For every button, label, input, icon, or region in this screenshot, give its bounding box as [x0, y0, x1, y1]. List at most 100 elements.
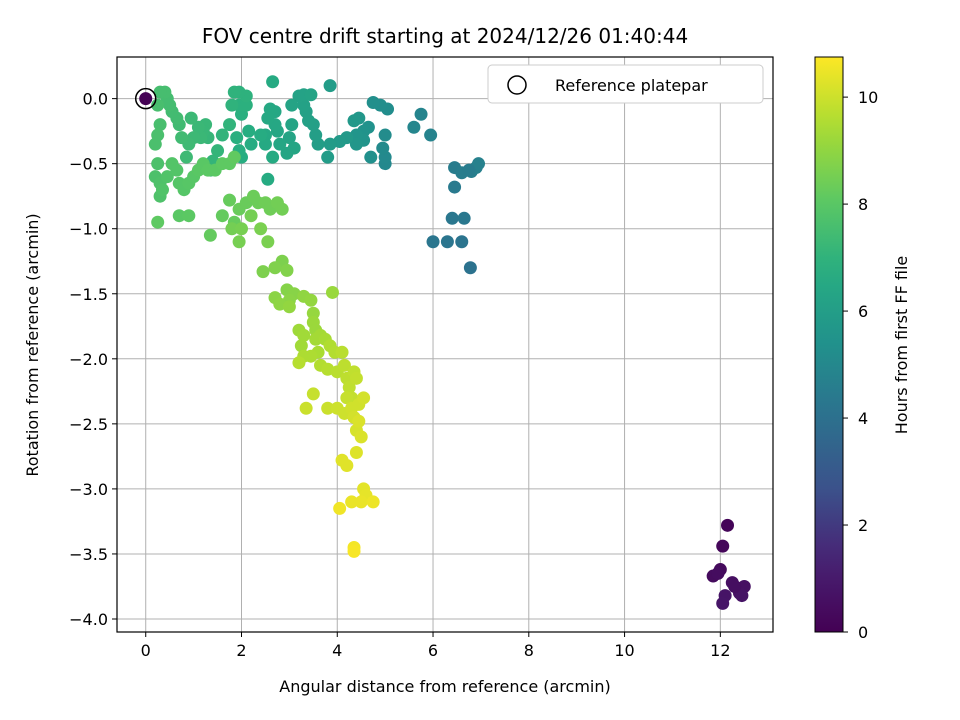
data-point — [155, 183, 169, 197]
colorbar-tick-label: 0 — [858, 623, 868, 642]
data-point — [292, 356, 306, 370]
data-point — [179, 150, 193, 164]
data-point — [215, 209, 229, 223]
x-axis-label: Angular distance from reference (arcmin) — [279, 677, 610, 696]
data-point — [244, 209, 258, 223]
data-point — [254, 222, 268, 236]
data-point — [203, 228, 217, 242]
data-point — [261, 111, 275, 125]
data-point — [244, 137, 258, 151]
x-tick-label: 10 — [614, 641, 634, 660]
x-tick-label: 8 — [524, 641, 534, 660]
data-point — [345, 495, 359, 509]
data-point — [275, 202, 289, 216]
data-point — [306, 306, 320, 320]
colorbar-tick-label: 2 — [858, 516, 868, 535]
data-point — [273, 137, 287, 151]
data-point — [352, 414, 366, 428]
data-point — [280, 263, 294, 277]
data-point — [342, 380, 356, 394]
data-point — [225, 98, 239, 112]
data-point — [148, 137, 162, 151]
data-point — [254, 128, 268, 142]
y-tick-label: −1.0 — [69, 220, 108, 239]
data-point — [242, 124, 256, 138]
data-point — [321, 401, 335, 415]
data-point — [347, 114, 361, 128]
data-point — [349, 137, 363, 151]
colorbar-tick-label: 10 — [858, 88, 878, 107]
data-point — [448, 180, 462, 194]
data-point — [227, 150, 241, 164]
data-point — [426, 235, 440, 249]
y-tick-label: −0.5 — [69, 155, 108, 174]
data-point — [239, 98, 253, 112]
data-point — [424, 128, 438, 142]
y-tick-label: −3.5 — [69, 545, 108, 564]
data-point — [304, 293, 318, 307]
data-point — [268, 261, 282, 275]
data-point — [366, 495, 380, 509]
data-point — [282, 131, 296, 145]
data-point — [366, 96, 380, 110]
data-point — [440, 235, 454, 249]
data-point — [285, 98, 299, 112]
data-point — [280, 146, 294, 160]
data-point — [182, 209, 196, 223]
data-point — [462, 163, 476, 177]
data-point — [472, 157, 486, 171]
data-point — [223, 193, 237, 207]
data-point — [225, 222, 239, 236]
colorbar — [814, 56, 844, 633]
y-tick-label: −2.0 — [69, 350, 108, 369]
data-point — [349, 445, 363, 459]
data-point — [299, 401, 313, 415]
data-point — [232, 235, 246, 249]
data-point — [340, 458, 354, 472]
data-point — [354, 430, 368, 444]
data-point — [364, 150, 378, 164]
legend-box — [487, 64, 764, 104]
data-point — [153, 118, 167, 132]
data-point — [457, 211, 471, 225]
x-tick-label: 6 — [428, 641, 438, 660]
data-point — [223, 118, 237, 132]
y-axis-ticks: −4.0 −3.5 −3.0 −2.5 −2.0 −1.5 −1.0 −0.5 0.0 — [69, 90, 117, 629]
y-tick-label: −3.0 — [69, 480, 108, 499]
data-point — [170, 163, 184, 177]
data-point — [325, 285, 339, 299]
colorbar-tick-label: 6 — [858, 302, 868, 321]
legend-marker-icon — [507, 75, 527, 95]
data-point — [333, 501, 347, 515]
y-axis-label: Rotation from reference (arcmin) — [23, 213, 42, 476]
data-point — [151, 157, 165, 171]
x-tick-label: 2 — [236, 641, 246, 660]
x-tick-label: 0 — [141, 641, 151, 660]
data-point — [347, 544, 361, 558]
data-point — [407, 120, 421, 134]
data-point — [728, 579, 742, 593]
data-point — [323, 79, 337, 93]
colorbar-label: Hours from first FF file — [892, 256, 911, 435]
colorbar-ticks: 0 2 4 6 8 10 — [843, 88, 878, 642]
data-point — [323, 137, 337, 151]
data-point — [160, 170, 174, 184]
data-point — [463, 261, 477, 275]
y-tick-label: −2.5 — [69, 415, 108, 434]
data-point — [721, 518, 735, 532]
data-point — [261, 235, 275, 249]
plot-frame — [116, 56, 774, 633]
reference-ring — [134, 87, 157, 110]
data-point — [321, 150, 335, 164]
reference-marker — [134, 87, 157, 110]
data-point — [234, 222, 248, 236]
data-point — [297, 328, 311, 342]
data-point — [335, 345, 349, 359]
reference-point — [139, 92, 153, 106]
data-point — [304, 88, 318, 102]
data-point — [153, 85, 167, 99]
y-tick-label: −4.0 — [69, 610, 108, 629]
colorbar-tick-label: 4 — [858, 409, 868, 428]
data-point — [261, 172, 275, 186]
